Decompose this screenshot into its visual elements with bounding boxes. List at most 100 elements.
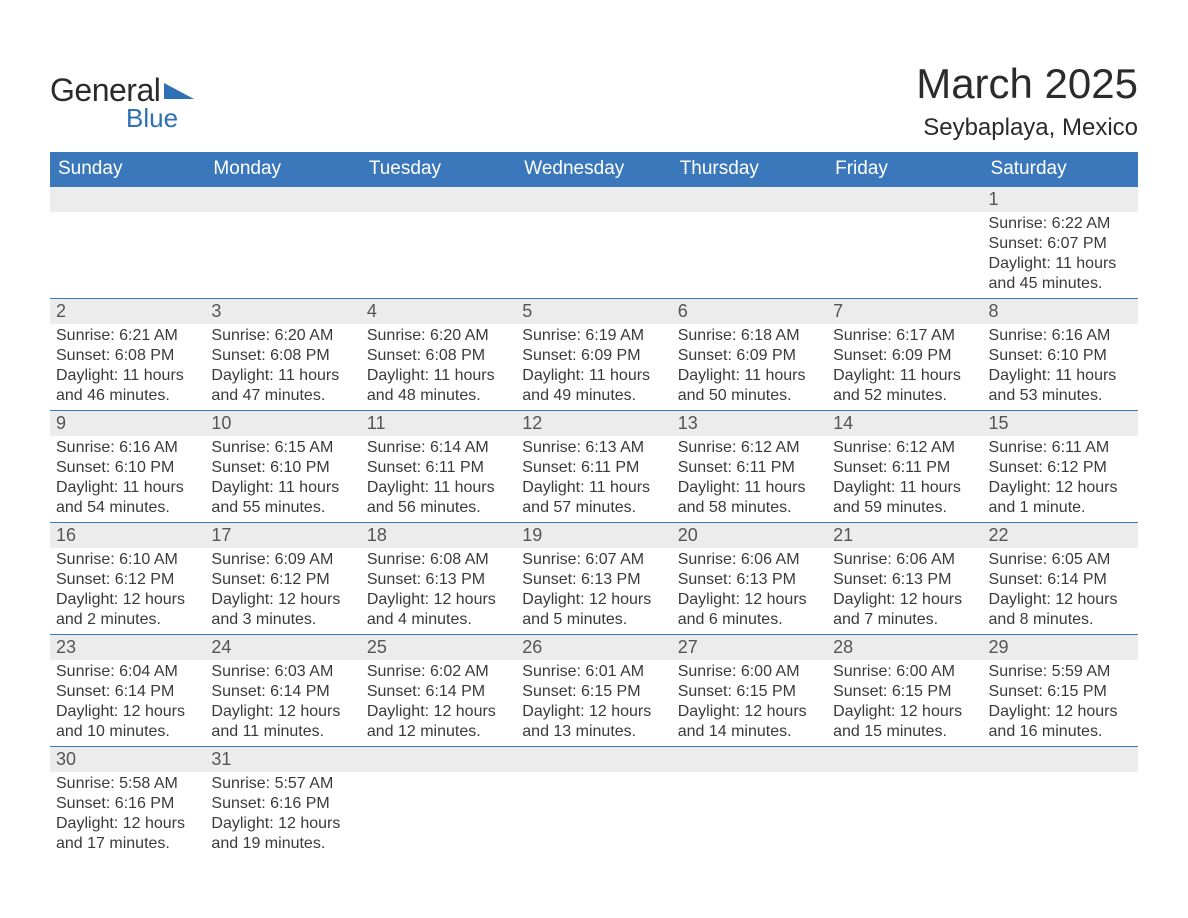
sunrise-line: Sunrise: 6:20 AM [367, 326, 510, 346]
day-detail-cell: Sunrise: 6:11 AMSunset: 6:12 PMDaylight:… [983, 436, 1138, 523]
daylight-line: Daylight: 11 hours and 47 minutes. [211, 366, 354, 406]
sunrise-line: Sunrise: 6:00 AM [678, 662, 821, 682]
daylight-line: Daylight: 11 hours and 56 minutes. [367, 478, 510, 518]
empty-daynum-cell [827, 187, 982, 213]
day-number-cell: 16 [50, 523, 205, 549]
weekday-header: Wednesday [516, 152, 671, 187]
day-detail-cell: Sunrise: 6:04 AMSunset: 6:14 PMDaylight:… [50, 660, 205, 747]
day-detail-cell: Sunrise: 6:06 AMSunset: 6:13 PMDaylight:… [672, 548, 827, 635]
sunset-line: Sunset: 6:11 PM [833, 458, 976, 478]
sunrise-line: Sunrise: 6:01 AM [522, 662, 665, 682]
sunset-line: Sunset: 6:13 PM [678, 570, 821, 590]
empty-daynum-cell [516, 187, 671, 213]
daylight-line: Daylight: 11 hours and 53 minutes. [989, 366, 1132, 406]
day-number-cell: 1 [983, 187, 1138, 213]
daynum-row: 16171819202122 [50, 523, 1138, 549]
weekday-header: Tuesday [361, 152, 516, 187]
day-number-cell: 15 [983, 411, 1138, 437]
sunrise-line: Sunrise: 6:20 AM [211, 326, 354, 346]
day-detail-cell: Sunrise: 6:01 AMSunset: 6:15 PMDaylight:… [516, 660, 671, 747]
empty-detail-cell [516, 772, 671, 858]
sunrise-line: Sunrise: 6:06 AM [678, 550, 821, 570]
day-number-cell: 31 [205, 747, 360, 773]
sunset-line: Sunset: 6:15 PM [989, 682, 1132, 702]
sunset-line: Sunset: 6:09 PM [522, 346, 665, 366]
empty-detail-cell [983, 772, 1138, 858]
day-detail-cell: Sunrise: 6:22 AMSunset: 6:07 PMDaylight:… [983, 212, 1138, 299]
daylight-line: Daylight: 11 hours and 48 minutes. [367, 366, 510, 406]
sunrise-line: Sunrise: 6:09 AM [211, 550, 354, 570]
sunrise-line: Sunrise: 6:17 AM [833, 326, 976, 346]
sunset-line: Sunset: 6:15 PM [678, 682, 821, 702]
day-detail-cell: Sunrise: 6:20 AMSunset: 6:08 PMDaylight:… [361, 324, 516, 411]
empty-detail-cell [361, 772, 516, 858]
day-number-cell: 5 [516, 299, 671, 325]
calendar-body: 1Sunrise: 6:22 AMSunset: 6:07 PMDaylight… [50, 187, 1138, 859]
sunset-line: Sunset: 6:13 PM [367, 570, 510, 590]
detail-row: Sunrise: 6:16 AMSunset: 6:10 PMDaylight:… [50, 436, 1138, 523]
daylight-line: Daylight: 11 hours and 54 minutes. [56, 478, 199, 518]
day-detail-cell: Sunrise: 6:18 AMSunset: 6:09 PMDaylight:… [672, 324, 827, 411]
day-detail-cell: Sunrise: 6:19 AMSunset: 6:09 PMDaylight:… [516, 324, 671, 411]
sunset-line: Sunset: 6:11 PM [678, 458, 821, 478]
empty-daynum-cell [827, 747, 982, 773]
day-number-cell: 26 [516, 635, 671, 661]
sunrise-line: Sunrise: 6:03 AM [211, 662, 354, 682]
day-number-cell: 4 [361, 299, 516, 325]
daynum-row: 9101112131415 [50, 411, 1138, 437]
sunrise-line: Sunrise: 6:12 AM [678, 438, 821, 458]
detail-row: Sunrise: 6:22 AMSunset: 6:07 PMDaylight:… [50, 212, 1138, 299]
day-detail-cell: Sunrise: 6:12 AMSunset: 6:11 PMDaylight:… [827, 436, 982, 523]
sunrise-line: Sunrise: 6:22 AM [989, 214, 1132, 234]
daylight-line: Daylight: 11 hours and 57 minutes. [522, 478, 665, 518]
day-detail-cell: Sunrise: 6:03 AMSunset: 6:14 PMDaylight:… [205, 660, 360, 747]
title-block: March 2025 Seybaplaya, Mexico [916, 60, 1138, 142]
empty-detail-cell [672, 212, 827, 299]
daylight-line: Daylight: 12 hours and 11 minutes. [211, 702, 354, 742]
sunset-line: Sunset: 6:14 PM [56, 682, 199, 702]
sunrise-line: Sunrise: 6:10 AM [56, 550, 199, 570]
day-detail-cell: Sunrise: 6:16 AMSunset: 6:10 PMDaylight:… [50, 436, 205, 523]
daylight-line: Daylight: 11 hours and 49 minutes. [522, 366, 665, 406]
sunrise-line: Sunrise: 6:15 AM [211, 438, 354, 458]
day-number-cell: 10 [205, 411, 360, 437]
sunset-line: Sunset: 6:10 PM [56, 458, 199, 478]
detail-row: Sunrise: 6:04 AMSunset: 6:14 PMDaylight:… [50, 660, 1138, 747]
daynum-row: 1 [50, 187, 1138, 213]
empty-daynum-cell [672, 187, 827, 213]
empty-daynum-cell [672, 747, 827, 773]
sunset-line: Sunset: 6:10 PM [211, 458, 354, 478]
daylight-line: Daylight: 12 hours and 14 minutes. [678, 702, 821, 742]
weekday-header: Saturday [983, 152, 1138, 187]
sunrise-line: Sunrise: 6:04 AM [56, 662, 199, 682]
day-number-cell: 2 [50, 299, 205, 325]
day-detail-cell: Sunrise: 6:20 AMSunset: 6:08 PMDaylight:… [205, 324, 360, 411]
empty-daynum-cell [516, 747, 671, 773]
sunset-line: Sunset: 6:08 PM [367, 346, 510, 366]
weekday-header: Thursday [672, 152, 827, 187]
sunrise-line: Sunrise: 6:06 AM [833, 550, 976, 570]
daylight-line: Daylight: 12 hours and 8 minutes. [989, 590, 1132, 630]
location-subtitle: Seybaplaya, Mexico [916, 114, 1138, 142]
day-detail-cell: Sunrise: 6:14 AMSunset: 6:11 PMDaylight:… [361, 436, 516, 523]
empty-detail-cell [205, 212, 360, 299]
sunset-line: Sunset: 6:14 PM [989, 570, 1132, 590]
day-number-cell: 6 [672, 299, 827, 325]
daylight-line: Daylight: 11 hours and 50 minutes. [678, 366, 821, 406]
daylight-line: Daylight: 12 hours and 5 minutes. [522, 590, 665, 630]
day-number-cell: 27 [672, 635, 827, 661]
day-number-cell: 13 [672, 411, 827, 437]
daylight-line: Daylight: 12 hours and 3 minutes. [211, 590, 354, 630]
day-detail-cell: Sunrise: 6:15 AMSunset: 6:10 PMDaylight:… [205, 436, 360, 523]
daylight-line: Daylight: 12 hours and 15 minutes. [833, 702, 976, 742]
day-detail-cell: Sunrise: 6:02 AMSunset: 6:14 PMDaylight:… [361, 660, 516, 747]
day-number-cell: 24 [205, 635, 360, 661]
day-number-cell: 14 [827, 411, 982, 437]
day-detail-cell: Sunrise: 6:08 AMSunset: 6:13 PMDaylight:… [361, 548, 516, 635]
daylight-line: Daylight: 11 hours and 46 minutes. [56, 366, 199, 406]
day-number-cell: 28 [827, 635, 982, 661]
sunset-line: Sunset: 6:14 PM [367, 682, 510, 702]
sunset-line: Sunset: 6:08 PM [211, 346, 354, 366]
sunset-line: Sunset: 6:12 PM [211, 570, 354, 590]
logo: General Blue [50, 60, 194, 134]
